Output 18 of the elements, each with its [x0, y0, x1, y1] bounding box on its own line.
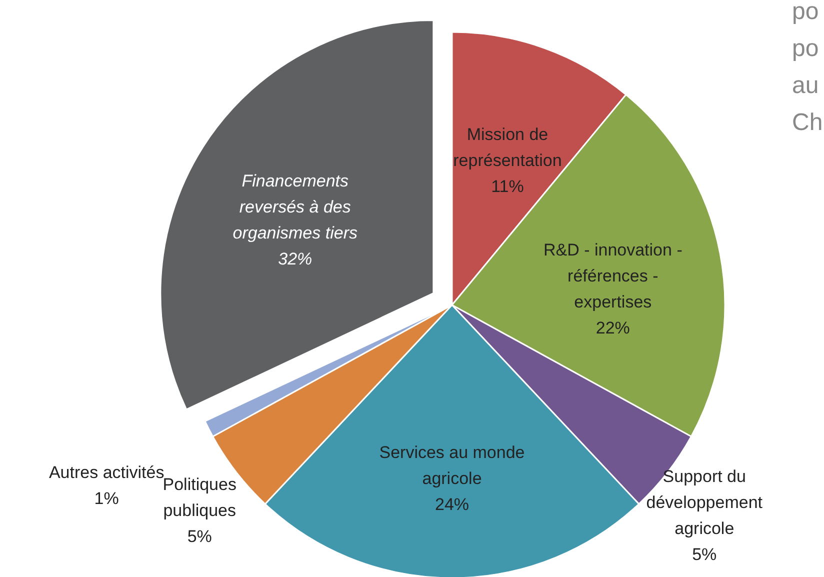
slice-label: Mission de représentation: [453, 124, 562, 170]
data-label: 1%: [94, 488, 119, 508]
data-label: 32%: [278, 249, 312, 268]
data-label: 5%: [692, 544, 717, 564]
slice-label: Support du développement agricole: [646, 466, 763, 538]
text: po: [792, 35, 819, 62]
slice-label: Financements reversés à des organismes tiers: [232, 171, 358, 242]
data-label: 24%: [434, 494, 470, 514]
text: Ch: [792, 109, 823, 136]
slice-label: Autres activités: [48, 462, 164, 482]
data-label: 22%: [596, 318, 630, 338]
slice-label: Politiques publiques: [162, 474, 236, 520]
text: po: [792, 0, 819, 25]
text: au: [792, 72, 819, 99]
slice-label: Services au monde agricole: [379, 442, 525, 488]
slice-label: R&D - innovation - références - expertises: [543, 240, 682, 312]
data-label: 11%: [491, 176, 524, 196]
data-label: 5%: [187, 526, 212, 546]
